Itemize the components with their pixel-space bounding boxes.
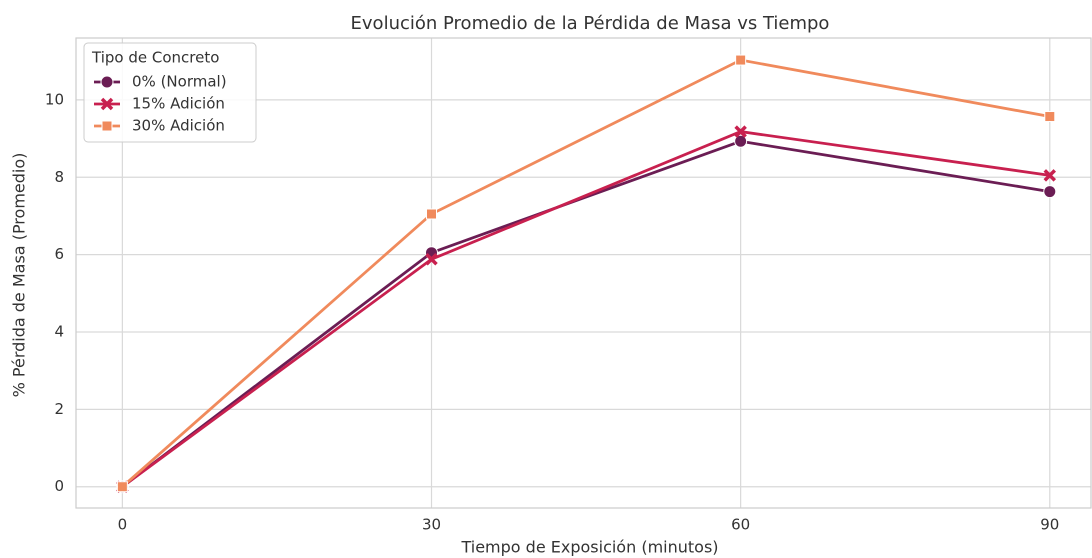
legend-marker xyxy=(100,75,114,89)
x-axis-label: Tiempo de Exposición (minutos) xyxy=(460,538,718,557)
marker xyxy=(426,208,438,220)
marker xyxy=(1043,185,1057,199)
x-tick-label: 60 xyxy=(731,516,750,534)
marker xyxy=(116,481,128,493)
marker xyxy=(734,125,747,138)
marker xyxy=(735,54,747,66)
y-tick-label: 2 xyxy=(54,400,64,418)
y-axis-label: % Pérdida de Masa (Promedio) xyxy=(10,153,29,398)
series-line xyxy=(121,58,1051,488)
y-tick-label: 0 xyxy=(54,477,64,495)
y-tick-label: 10 xyxy=(45,90,64,108)
x-tick-label: 30 xyxy=(422,516,441,534)
plot-frame xyxy=(75,37,1092,509)
marker xyxy=(425,253,438,266)
legend-marker xyxy=(101,120,113,132)
marker xyxy=(1043,169,1057,182)
legend-label: 0% (Normal) xyxy=(132,73,227,91)
y-tick-label: 8 xyxy=(54,168,64,186)
y-tick-label: 6 xyxy=(54,245,64,263)
chart-title: Evolución Promedio de la Pérdida de Masa… xyxy=(351,13,830,34)
series-line xyxy=(121,130,1050,488)
x-tick-label: 0 xyxy=(118,516,128,534)
legend-marker xyxy=(100,97,114,111)
legend-label: 15% Adición xyxy=(132,95,225,113)
series-line xyxy=(121,139,1051,488)
marker xyxy=(1044,111,1056,123)
y-tick-label: 4 xyxy=(54,322,64,340)
legend-label: 30% Adición xyxy=(132,117,225,135)
x-tick-label: 90 xyxy=(1040,516,1059,534)
legend-title: Tipo de Concreto xyxy=(91,49,219,67)
marker xyxy=(734,134,748,148)
legend-box xyxy=(83,42,257,143)
